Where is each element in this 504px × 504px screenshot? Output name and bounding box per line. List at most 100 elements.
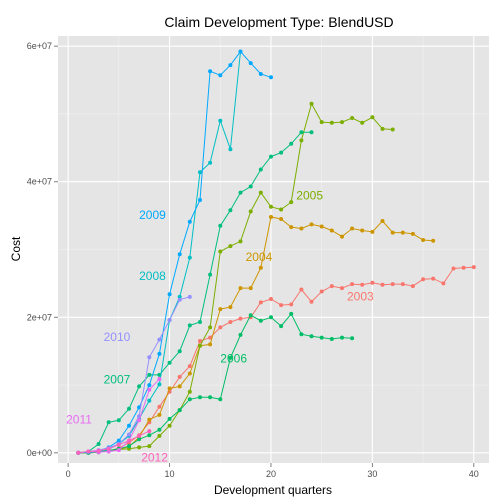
data-point-2006 — [218, 397, 223, 402]
series-label-2008: 2008 — [139, 269, 166, 283]
data-point-2012 — [127, 438, 131, 443]
data-point-2003 — [157, 404, 162, 409]
data-point-2004 — [147, 417, 152, 422]
data-point-2005 — [380, 126, 385, 131]
data-point-2009 — [198, 198, 202, 202]
data-point-2007 — [248, 184, 253, 189]
data-point-2004 — [370, 229, 375, 234]
data-point-2004 — [208, 342, 213, 347]
data-point-2006 — [198, 395, 202, 400]
data-point-2009 — [208, 69, 213, 74]
data-point-2003 — [228, 320, 233, 324]
data-point-2009 — [127, 423, 131, 428]
data-point-2007 — [167, 360, 172, 365]
series-label-2011: 2011 — [66, 413, 92, 427]
data-point-2012 — [147, 429, 152, 434]
data-point-2004 — [177, 384, 182, 389]
data-point-2009 — [147, 383, 152, 388]
data-point-2007 — [137, 384, 142, 389]
data-point-2006 — [309, 334, 314, 339]
data-point-2009 — [177, 252, 182, 257]
data-point-2006 — [208, 395, 213, 400]
data-point-2006 — [167, 416, 172, 421]
data-point-2008 — [147, 398, 152, 403]
major-gridlines — [58, 36, 489, 463]
series-line-2009 — [78, 50, 272, 454]
data-point-2004 — [360, 228, 365, 233]
data-point-2005 — [238, 239, 243, 244]
series-label-2007: 2007 — [104, 373, 131, 387]
data-point-2004 — [340, 234, 344, 239]
data-point-2004 — [157, 412, 162, 417]
data-point-2007 — [177, 349, 182, 354]
data-point-2004 — [258, 265, 263, 270]
data-point-2003 — [329, 284, 334, 289]
data-point-2010 — [157, 337, 162, 342]
data-point-2010 — [127, 432, 131, 437]
data-point-2004 — [228, 305, 233, 310]
series-label-layer: 2003 2004 2005 2006 2007 2008 2009 2010 2011 2012 — [66, 188, 374, 464]
data-point-2007 — [279, 150, 284, 155]
y-axis-title: Cost — [9, 236, 23, 261]
data-point-2003 — [431, 276, 436, 281]
data-point-2003 — [177, 374, 182, 379]
data-point-2005 — [340, 120, 344, 125]
data-point-2006 — [350, 336, 355, 341]
series-label-2012: 2012 — [141, 451, 168, 465]
data-point-2006 — [329, 337, 334, 341]
data-point-2011 — [137, 418, 142, 423]
data-point-2007 — [198, 320, 202, 324]
data-point-2009 — [116, 438, 121, 443]
data-point-2004 — [410, 231, 415, 236]
data-point-2004 — [238, 286, 243, 291]
data-point-2006 — [258, 318, 263, 323]
x-axis-title: Development quarters — [214, 483, 332, 497]
data-point-2004 — [248, 286, 253, 291]
data-point-2005 — [390, 127, 395, 132]
data-point-2005 — [350, 116, 355, 120]
data-point-2005 — [137, 445, 142, 450]
series-2006 — [76, 311, 355, 455]
data-point-2009 — [228, 63, 233, 68]
data-point-2005 — [299, 138, 304, 143]
series-label-2006: 2006 — [220, 352, 247, 366]
data-point-2012 — [116, 442, 121, 447]
data-point-2006 — [238, 332, 243, 337]
data-point-2009 — [238, 49, 243, 54]
series-label-2005: 2005 — [296, 188, 323, 202]
y-tick-label: 6e+07 — [27, 41, 52, 51]
data-point-2007 — [238, 190, 243, 195]
data-point-2007 — [269, 154, 273, 159]
data-point-2003 — [187, 364, 192, 369]
data-point-2004 — [431, 238, 436, 243]
data-point-2006 — [228, 355, 233, 360]
data-point-2010 — [147, 355, 152, 360]
data-point-2003 — [299, 287, 304, 292]
data-point-2009 — [157, 351, 162, 356]
data-point-2003 — [238, 316, 243, 321]
data-point-2003 — [258, 300, 263, 305]
data-point-2005 — [157, 433, 162, 438]
data-point-2007 — [116, 418, 121, 423]
data-point-2003 — [319, 289, 324, 294]
data-point-2009 — [218, 73, 223, 78]
data-point-2006 — [248, 313, 253, 318]
data-point-2005 — [360, 120, 365, 125]
data-point-2006 — [177, 408, 182, 413]
data-point-2003 — [360, 282, 365, 287]
x-tick-label: 0 — [66, 469, 71, 479]
data-point-2007 — [147, 372, 152, 377]
data-point-2011 — [157, 377, 162, 381]
data-point-2004 — [299, 226, 304, 231]
data-point-2005 — [309, 101, 314, 106]
data-point-2004 — [289, 225, 294, 230]
data-point-2005 — [279, 207, 284, 212]
data-point-2007 — [106, 420, 111, 425]
data-point-2012 — [76, 450, 81, 455]
data-point-2003 — [198, 339, 202, 343]
data-point-2012 — [137, 433, 142, 438]
x-tick-label: 30 — [367, 469, 377, 479]
data-point-2006 — [289, 311, 294, 316]
